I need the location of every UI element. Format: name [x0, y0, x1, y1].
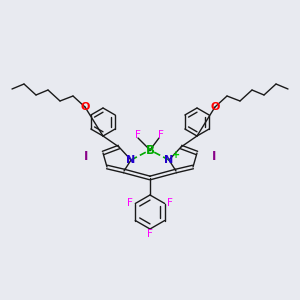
Text: F: F	[135, 130, 141, 140]
Text: N: N	[164, 155, 174, 165]
Text: O: O	[210, 102, 220, 112]
Text: N: N	[126, 155, 136, 165]
Text: +: +	[172, 150, 180, 160]
Text: F: F	[147, 229, 153, 239]
Text: O: O	[80, 102, 90, 112]
Text: F: F	[167, 199, 173, 208]
Text: F: F	[127, 199, 133, 208]
Text: B: B	[146, 143, 154, 157]
Text: I: I	[84, 151, 88, 164]
Text: F: F	[158, 130, 164, 140]
Text: I: I	[212, 151, 216, 164]
